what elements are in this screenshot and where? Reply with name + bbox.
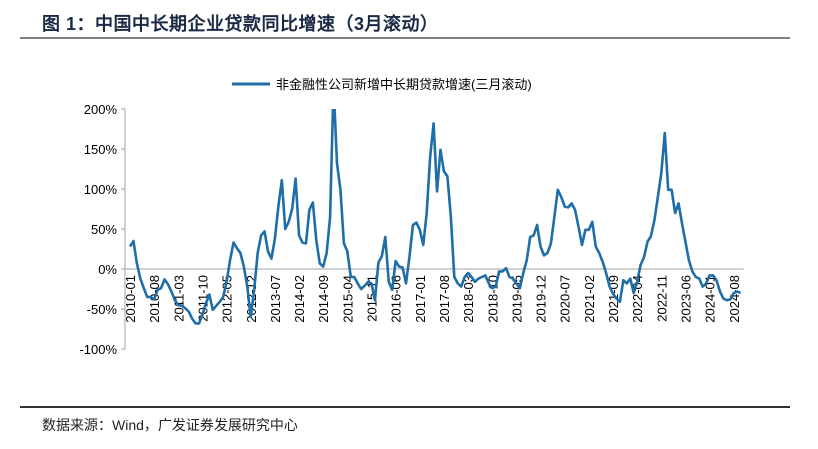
x-tick-label: 2021-02 bbox=[582, 275, 597, 323]
y-tick-label: -100% bbox=[79, 342, 117, 357]
y-tick-label: 150% bbox=[84, 142, 118, 157]
x-tick-label: 2019-12 bbox=[534, 275, 549, 323]
source-divider bbox=[20, 406, 790, 408]
legend: 非金融性公司新增中长期贷款增速(三月滚动) bbox=[232, 77, 532, 92]
x-tick-label: 2018-03 bbox=[461, 275, 476, 323]
x-tick-label: 2014-09 bbox=[316, 275, 331, 323]
x-tick-label: 2022-11 bbox=[654, 275, 669, 322]
legend-label: 非金融性公司新增中长期贷款增速(三月滚动) bbox=[276, 77, 532, 92]
x-tick-label: 2017-08 bbox=[437, 275, 452, 323]
x-tick-label: 2024-01 bbox=[703, 275, 718, 323]
x-tick-label: 2011-10 bbox=[195, 275, 210, 322]
x-tick-label: 2014-02 bbox=[292, 275, 307, 323]
figure-title: 图 1：中国中长期企业贷款同比增速（3月滚动） bbox=[42, 14, 439, 34]
y-tick-label: 50% bbox=[91, 222, 117, 237]
x-tick-label: 2023-06 bbox=[678, 275, 693, 323]
x-tick-label: 2020-07 bbox=[558, 275, 573, 323]
x-tick-label: 2016-06 bbox=[389, 275, 404, 323]
source-note: 数据来源：Wind，广发证券发展研究中心 bbox=[42, 417, 298, 433]
y-tick-label: 100% bbox=[84, 182, 118, 197]
x-tick-label: 2012-05 bbox=[220, 275, 235, 323]
title-divider bbox=[20, 37, 790, 39]
x-tick-label: 2017-01 bbox=[413, 275, 428, 323]
x-tick-label: 2010-01 bbox=[123, 275, 138, 323]
y-tick-label: 200% bbox=[84, 102, 118, 117]
x-tick-label: 2011-03 bbox=[171, 275, 186, 322]
x-tick-label: 2024-08 bbox=[727, 275, 742, 323]
x-tick-label: 2015-04 bbox=[340, 275, 355, 323]
y-tick-label: -50% bbox=[87, 302, 118, 317]
y-tick-label: 0% bbox=[98, 262, 117, 277]
x-tick-label: 2022-04 bbox=[630, 275, 645, 323]
series-line bbox=[128, 109, 742, 325]
x-tick-label: 2013-07 bbox=[268, 275, 283, 323]
